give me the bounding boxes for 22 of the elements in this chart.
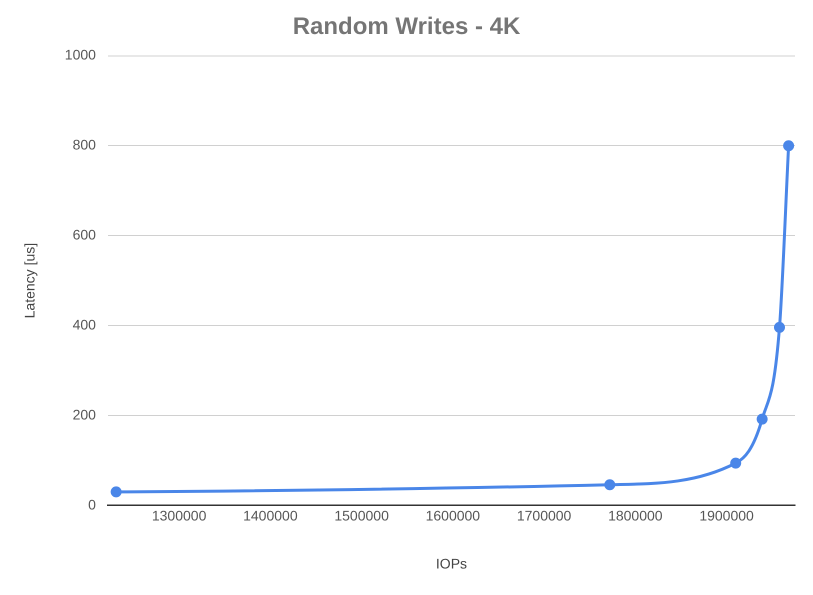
y-tick-label: 0 <box>88 496 96 512</box>
point <box>730 458 742 469</box>
y-axis-title: Latency [us] <box>21 242 38 318</box>
point <box>774 322 785 333</box>
point <box>783 140 794 152</box>
point <box>110 486 122 498</box>
x-tick-label: 1400000 <box>243 508 298 524</box>
x-tick-label: 1800000 <box>608 508 663 524</box>
x-tick-label: 1300000 <box>152 508 207 524</box>
y-tick-label: 400 <box>72 316 96 332</box>
y-tick-label: 200 <box>72 406 96 422</box>
chart-title: Random Writes - 4K <box>292 13 521 40</box>
y-tick-label: 1000 <box>64 46 96 63</box>
x-tick-label: 1500000 <box>334 508 390 524</box>
point <box>756 414 768 425</box>
y-tick-label: 800 <box>72 136 96 153</box>
y-tick-label: 600 <box>72 226 96 242</box>
x-axis-title: IOPs <box>436 555 468 572</box>
x-tick-label: 1900000 <box>699 508 754 524</box>
x-tick-label: 1600000 <box>426 508 480 524</box>
point <box>604 479 616 490</box>
x-tick-label: 1700000 <box>516 508 572 524</box>
